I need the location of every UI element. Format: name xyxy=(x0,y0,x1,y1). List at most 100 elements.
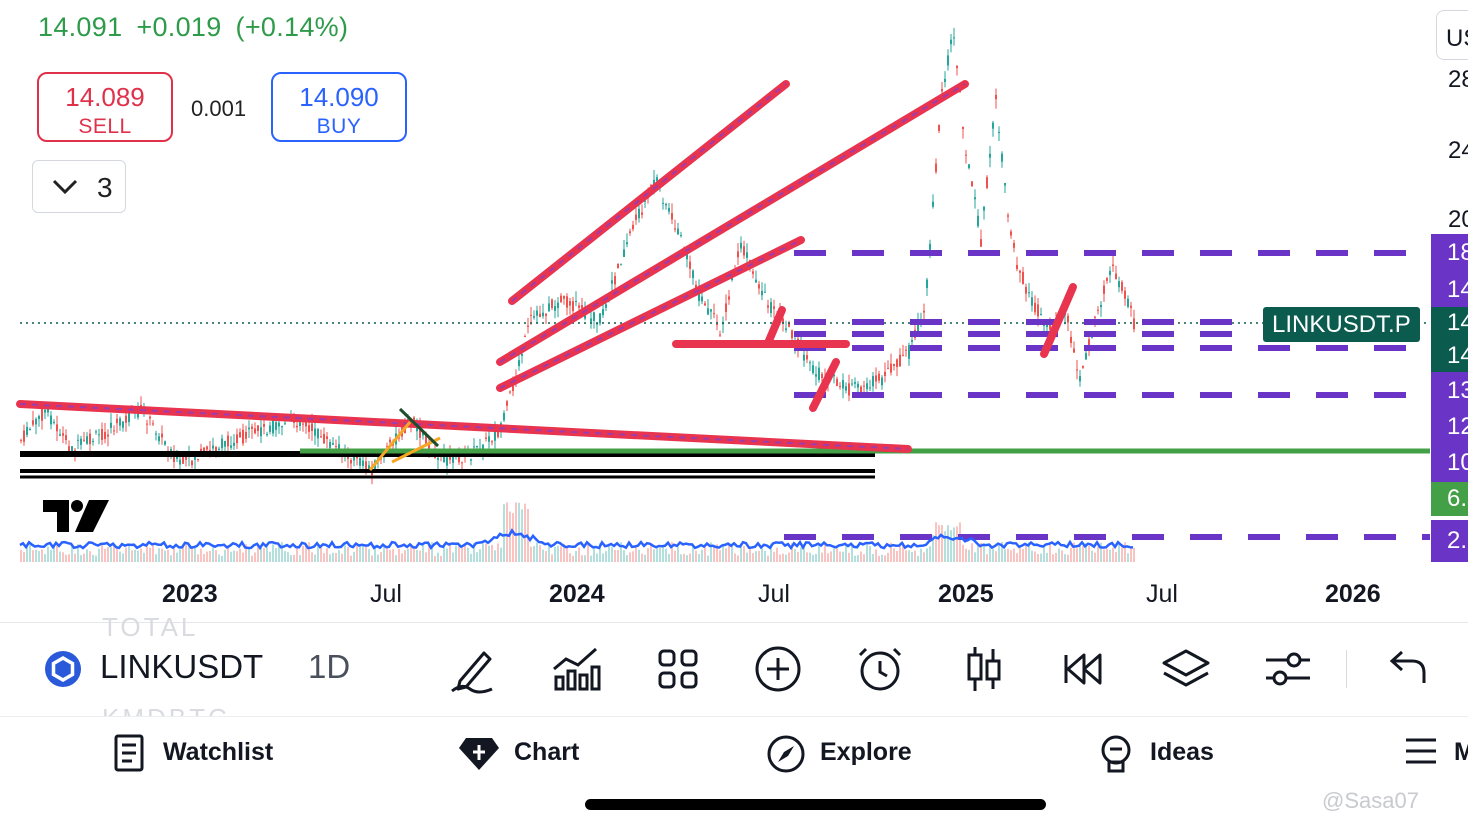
sell-button[interactable]: 14.089 SELL xyxy=(37,72,173,142)
volume-bar xyxy=(1031,550,1033,562)
candle-body xyxy=(227,435,229,447)
volume-bar xyxy=(875,549,877,562)
volume-bar xyxy=(389,549,391,562)
settings-sliders-icon[interactable] xyxy=(1262,643,1314,695)
volume-bar xyxy=(350,555,352,562)
volume-bar xyxy=(656,547,658,562)
volume-bar xyxy=(485,543,487,562)
layers-icon[interactable] xyxy=(1160,643,1212,695)
volume-bar xyxy=(779,554,781,562)
sell-price: 14.089 xyxy=(65,82,145,112)
volume-bar xyxy=(134,549,136,562)
dark-line xyxy=(398,407,440,448)
volume-bars xyxy=(20,502,1135,562)
price-level-badge: 10 xyxy=(1431,444,1468,482)
nav-watchlist[interactable]: Watchlist xyxy=(113,734,283,774)
volume-bar xyxy=(479,549,481,562)
volume-bar xyxy=(119,551,121,562)
volume-bar xyxy=(686,555,688,562)
volume-bar xyxy=(704,547,706,562)
volume-bar xyxy=(137,550,139,562)
candle-body xyxy=(161,433,163,438)
volume-bar xyxy=(821,552,823,562)
volume-bar xyxy=(470,553,472,562)
replay-icon[interactable] xyxy=(1058,643,1110,695)
nav-explore[interactable]: Explore xyxy=(766,734,916,774)
nav-ideas[interactable]: Ideas xyxy=(1098,734,1228,774)
volume-bar xyxy=(929,546,931,562)
volume-bar xyxy=(515,502,517,562)
candle-body xyxy=(548,303,550,312)
candle-body xyxy=(248,427,250,430)
nav-chart[interactable]: Chart xyxy=(458,734,588,774)
volume-bar xyxy=(788,552,790,562)
candle-body xyxy=(35,418,37,425)
volume-bar xyxy=(140,548,142,562)
candle-body xyxy=(557,302,559,308)
volume-bar xyxy=(50,549,52,562)
volume-bar xyxy=(329,554,331,562)
volume-bar xyxy=(854,555,856,562)
volume-bar xyxy=(212,547,214,562)
volume-bar xyxy=(926,548,928,562)
candle-body xyxy=(215,446,217,453)
indicators-toggle-button[interactable]: 3 xyxy=(32,160,126,213)
candle-body xyxy=(446,457,448,466)
volume-bar xyxy=(1112,547,1114,562)
volume-bar xyxy=(914,550,916,562)
candle-body xyxy=(533,316,535,318)
volume-bar xyxy=(851,544,853,562)
candle-body xyxy=(962,126,964,130)
volume-bar xyxy=(560,546,562,562)
volume-bar xyxy=(572,555,574,562)
volume-bar xyxy=(761,547,763,562)
hamburger-menu-icon xyxy=(1406,738,1436,764)
volume-bar xyxy=(578,547,580,562)
volume-bar xyxy=(824,542,826,562)
nav-menu[interactable]: M xyxy=(1404,734,1468,774)
indicators-icon[interactable] xyxy=(550,643,602,695)
volume-bar xyxy=(38,551,40,562)
add-circle-icon[interactable] xyxy=(752,643,804,695)
chainlink-logo-icon[interactable] xyxy=(44,650,82,688)
volume-bar xyxy=(932,535,934,562)
volume-bar xyxy=(782,553,784,562)
candle-body xyxy=(719,334,721,336)
candle-body xyxy=(695,284,697,290)
chart-canvas[interactable] xyxy=(0,0,1468,622)
ghost-symbol-above: TOTAL xyxy=(102,612,199,642)
layout-grid-icon[interactable] xyxy=(652,643,704,695)
volume-bar xyxy=(233,550,235,562)
volume-bar xyxy=(677,546,679,562)
volume-bar xyxy=(644,554,646,562)
volume-bar xyxy=(1100,542,1102,562)
volume-bar xyxy=(1007,548,1009,562)
volume-bar xyxy=(197,554,199,562)
alert-clock-icon[interactable] xyxy=(854,643,906,695)
volume-bar xyxy=(1004,549,1006,562)
drawing-pen-icon[interactable] xyxy=(448,643,500,695)
volume-bar xyxy=(218,554,220,562)
price-chart[interactable] xyxy=(0,0,1468,622)
volume-bar xyxy=(104,549,106,562)
candle-body xyxy=(944,78,946,82)
volume-bar xyxy=(620,542,622,562)
time-axis-label: 2026 xyxy=(1325,580,1381,608)
volume-bar xyxy=(356,545,358,562)
candle-body xyxy=(1070,336,1072,344)
undo-icon[interactable] xyxy=(1380,643,1432,695)
candle-style-icon[interactable] xyxy=(958,643,1010,695)
volume-bar xyxy=(971,543,973,562)
candle-body xyxy=(1001,153,1003,162)
buy-button[interactable]: 14.090 BUY xyxy=(271,72,407,142)
candle-body xyxy=(1127,298,1129,307)
volume-bar xyxy=(47,546,49,562)
symbol-search-button[interactable]: LINKUSDT xyxy=(100,648,264,685)
volume-bar xyxy=(200,548,202,562)
interval-button[interactable]: 1D xyxy=(308,648,351,685)
candle-body xyxy=(116,418,118,424)
currency-button[interactable]: US xyxy=(1436,10,1468,60)
candle-body xyxy=(398,437,400,439)
volume-bar xyxy=(848,552,850,562)
candle-body xyxy=(527,325,529,327)
